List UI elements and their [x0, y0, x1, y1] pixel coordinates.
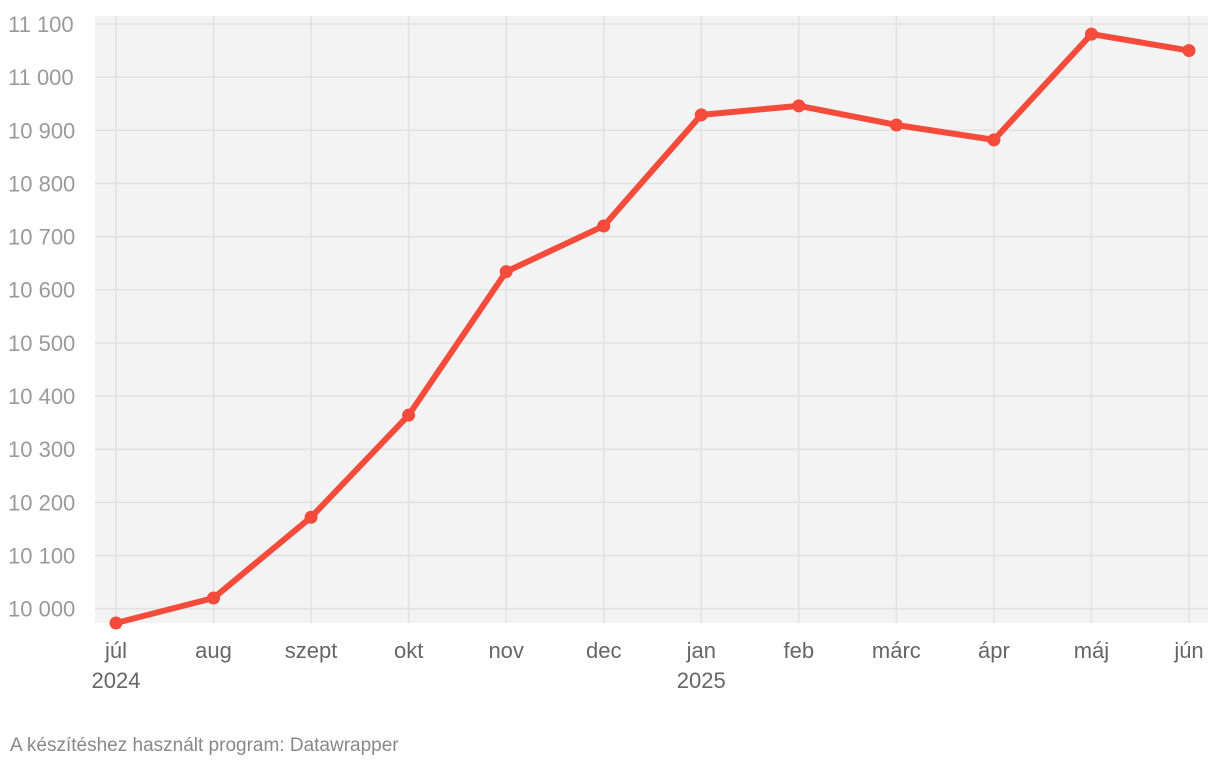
x-tick-label: dec [586, 638, 621, 663]
y-tick-label: 10 400 [8, 384, 75, 409]
x-tick-label: jan [686, 638, 716, 663]
y-tick-label: 10 300 [8, 437, 75, 462]
data-point [304, 510, 318, 524]
data-point [792, 99, 806, 113]
x-tick-label: máj [1074, 638, 1109, 663]
data-point [1182, 44, 1196, 58]
x-tick-label: feb [784, 638, 815, 663]
series-layer [109, 27, 1196, 630]
y-tick-label: 10 100 [8, 543, 75, 568]
y-tick-label: 10 600 [8, 278, 75, 303]
data-point [499, 265, 513, 279]
x-tick-label: ápr [978, 638, 1010, 663]
data-point [987, 133, 1001, 147]
plot-background [95, 16, 1208, 623]
data-point [1084, 27, 1098, 41]
x-tick-label: nov [488, 638, 523, 663]
x-axis: júl aug szept okt nov dec jan feb márc ápr máj jún 2… [92, 638, 1204, 693]
x-tick-label: júl [104, 638, 127, 663]
y-axis: 10 000 10 100 10 200 10 300 10 400 10 500 10 6… [8, 12, 75, 622]
data-point [889, 118, 903, 132]
y-tick-label: 11 000 [8, 65, 74, 90]
y-tick-label: 10 200 [8, 490, 75, 515]
x-tick-label: aug [195, 638, 232, 663]
y-tick-label: 10 900 [8, 118, 75, 143]
y-tick-label: 10 700 [8, 225, 75, 250]
y-tick-label: 10 500 [8, 331, 75, 356]
x-tick-label: okt [394, 638, 423, 663]
x-year-label: 2025 [677, 668, 726, 693]
data-point [109, 616, 123, 630]
x-tick-label: szept [285, 638, 338, 663]
x-tick-label: márc [872, 638, 921, 663]
data-point [597, 219, 611, 233]
data-point [402, 408, 416, 422]
x-tick-label: jún [1173, 638, 1203, 663]
data-point [207, 591, 221, 605]
line-chart: 10 000 10 100 10 200 10 300 10 400 10 500 10 6… [8, 12, 1208, 693]
y-tick-label: 11 100 [8, 12, 74, 37]
grid-lines [95, 16, 1208, 623]
credit-footer: A készítéshez használt program: Datawrap… [10, 735, 399, 756]
data-point [694, 108, 708, 122]
y-tick-label: 10 000 [8, 597, 75, 622]
y-tick-label: 10 800 [8, 171, 75, 196]
x-year-label: 2024 [92, 668, 141, 693]
series-line [113, 31, 1192, 626]
